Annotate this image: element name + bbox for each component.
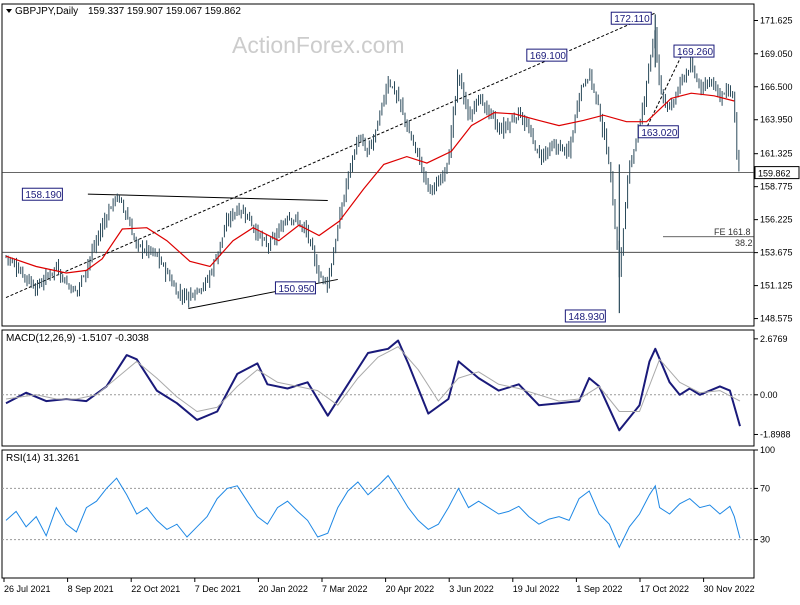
annotation-box (673, 44, 715, 58)
macd-tick-label: 0.00 (760, 390, 778, 400)
collapse-triangle-icon (6, 9, 12, 13)
macd-series-signal (5, 346, 741, 412)
macd-series-macd (5, 339, 741, 432)
macd-panel (1, 329, 755, 447)
price-tick-label: 151.125 (760, 281, 793, 291)
macd-tick-label: 2.6769 (760, 334, 788, 344)
candles (5, 14, 740, 314)
trendline-0 (87, 193, 328, 202)
annotation-box (564, 309, 606, 323)
last-price-tag (754, 166, 800, 180)
macd-label: MACD(12,26,9) -1.5107 -0.3038 (6, 333, 149, 344)
price-tick-label: 163.950 (760, 115, 793, 125)
price-tick-label: 166.500 (760, 82, 793, 92)
fibo-label-bottom: 38.2 (735, 238, 753, 248)
price-header: GBPJPY,Daily 159.337 159.907 159.067 159… (6, 6, 241, 17)
price-tick-label: 161.325 (760, 149, 793, 159)
macd-layer (2, 339, 754, 432)
x-tick-label: 20 Apr 2022 (386, 584, 435, 594)
x-tick-label: 17 Oct 2022 (640, 584, 689, 594)
rsi-series-rsi (5, 474, 741, 549)
price-tick-label: 171.625 (760, 15, 793, 25)
annotation-label: 169.100 (530, 51, 567, 62)
macd-tick-label: -1.8988 (760, 429, 791, 439)
annotation-label: 150.950 (278, 284, 315, 295)
price-tick-label: 158.775 (760, 182, 793, 192)
ohlc-readout: 159.337 159.907 159.067 159.862 (88, 6, 241, 17)
price-tick-label: 153.675 (760, 248, 793, 258)
x-tick-label: 8 Sep 2021 (68, 584, 114, 594)
annotation-box (610, 11, 652, 25)
rsi-tick-label: 30 (760, 535, 770, 545)
price-tick-label: 156.225 (760, 215, 793, 225)
price-tick-label: 148.575 (760, 314, 793, 324)
watermark: ActionForex.com (232, 32, 405, 58)
fibo-label-top: FE 161.8 (714, 227, 751, 237)
x-tick-label: 20 Jan 2022 (258, 584, 308, 594)
price-tick-label: 169.050 (760, 49, 793, 59)
moving-average-line (5, 92, 735, 274)
annotation-box (637, 125, 679, 139)
axis-layer: 26 Jul 2021 8 Sep 2021 22 Oct 2021 7 Dec 20… (3, 15, 800, 594)
price-panel (1, 3, 755, 327)
symbol-label: GBPJPY,Daily (15, 6, 78, 17)
rsi-label: RSI(14) 31.3261 (6, 453, 80, 464)
annotation-label: 163.020 (641, 128, 678, 139)
price-layer: FE 161.838.2 158.190 150.950 169.100 148.930… (2, 11, 754, 323)
x-tick-label: 1 Sep 2022 (576, 584, 622, 594)
x-tick-label: 3 Jun 2022 (449, 584, 494, 594)
rsi-panel (1, 449, 755, 579)
last-price-label: 159.862 (758, 169, 791, 179)
annotation-box (21, 187, 63, 201)
x-tick-label: 7 Mar 2022 (322, 584, 368, 594)
rsi-layer (2, 474, 754, 549)
rsi-tick-label: 70 (760, 483, 770, 493)
x-tick-label: 26 Jul 2021 (4, 584, 51, 594)
annotation-box (526, 48, 568, 62)
x-tick-label: 7 Dec 2021 (195, 584, 241, 594)
x-tick-label: 19 Jul 2022 (513, 584, 560, 594)
annotation-box (274, 281, 316, 295)
x-tick-label: 22 Oct 2021 (131, 584, 180, 594)
annotation-label: 169.260 (677, 47, 714, 58)
annotation-label: 148.930 (568, 312, 605, 323)
x-tick-label: 30 Nov 2022 (704, 584, 755, 594)
annotation-label: 172.110 (614, 14, 650, 25)
annotation-label: 158.190 (25, 190, 62, 201)
rsi-tick-label: 100 (760, 445, 775, 455)
